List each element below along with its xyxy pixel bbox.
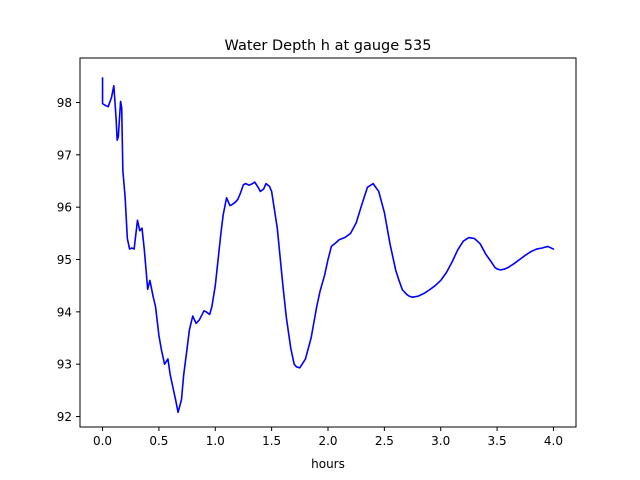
plot-frame [79, 57, 577, 428]
y-tick-label: 96 [57, 201, 72, 215]
x-tick-label: 0.5 [149, 434, 168, 448]
y-tick-label: 93 [57, 358, 72, 372]
y-tick-label: 94 [57, 305, 72, 319]
y-tick-label: 97 [57, 148, 72, 162]
chart-title: Water Depth h at gauge 535 [225, 38, 432, 54]
x-tick-label: 1.5 [262, 434, 281, 448]
x-axis: 0.0 0.5 1.0 1.5 2.0 2.5 3.0 3.5 4.0 [93, 427, 563, 448]
x-axis-label: hours [311, 457, 345, 471]
series-line-1 [101, 77, 555, 414]
y-tick-label: 92 [57, 410, 72, 424]
plot-area [101, 77, 555, 414]
x-tick-label: 0.0 [93, 434, 112, 448]
x-tick-label: 2.5 [375, 434, 394, 448]
y-tick-label: 98 [57, 96, 72, 110]
y-tick-label: 95 [57, 253, 72, 267]
x-tick-label: 4.0 [544, 434, 563, 448]
x-tick-label: 1.0 [206, 434, 225, 448]
x-tick-label: 3.0 [431, 434, 450, 448]
x-tick-label: 2.0 [318, 434, 337, 448]
x-tick-label: 3.5 [488, 434, 507, 448]
y-axis: 92 93 94 95 96 97 98 [57, 96, 80, 424]
